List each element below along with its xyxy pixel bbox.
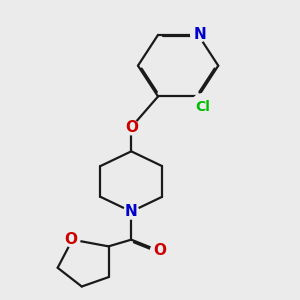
Text: N: N [125,204,138,219]
Circle shape [124,204,139,219]
Text: O: O [64,232,77,247]
Text: O: O [153,243,166,258]
Text: N: N [193,27,206,42]
Circle shape [65,232,80,247]
Text: Cl: Cl [195,100,210,114]
Circle shape [124,120,139,135]
Circle shape [192,94,212,114]
Text: O: O [125,120,138,135]
Circle shape [191,27,206,42]
Circle shape [151,243,166,258]
